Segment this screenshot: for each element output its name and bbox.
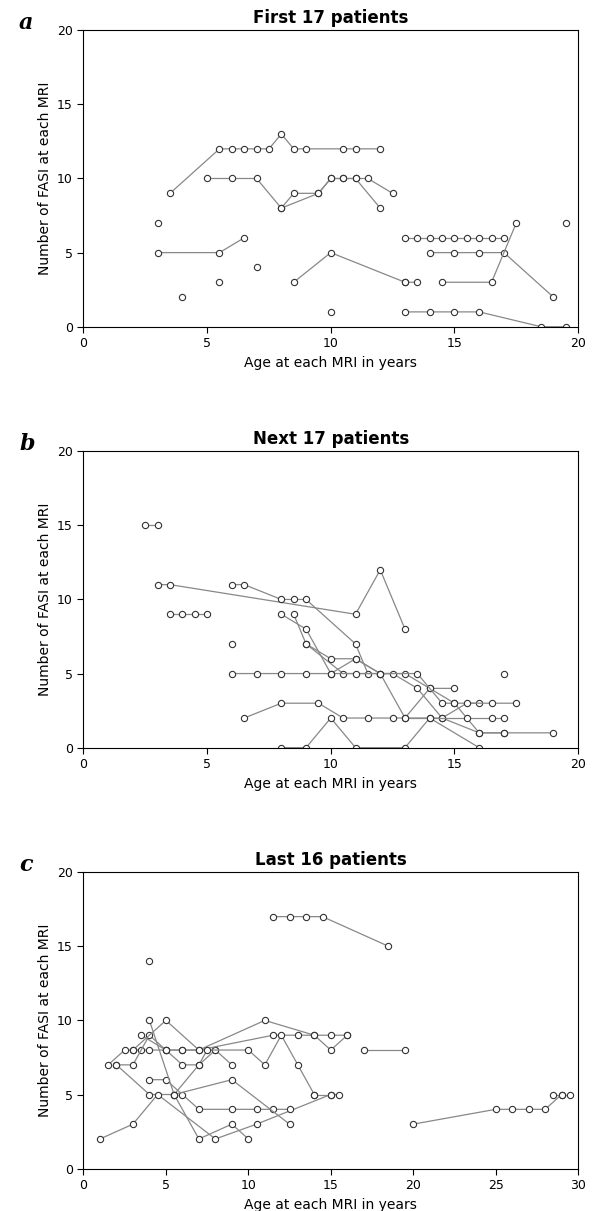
X-axis label: Age at each MRI in years: Age at each MRI in years: [244, 1198, 417, 1211]
Title: First 17 patients: First 17 patients: [253, 10, 408, 28]
Y-axis label: Number of FASI at each MRI: Number of FASI at each MRI: [38, 503, 52, 696]
Text: a: a: [19, 12, 33, 34]
Y-axis label: Number of FASI at each MRI: Number of FASI at each MRI: [38, 924, 52, 1117]
Title: Last 16 patients: Last 16 patients: [255, 851, 406, 869]
Title: Next 17 patients: Next 17 patients: [253, 430, 409, 448]
X-axis label: Age at each MRI in years: Age at each MRI in years: [244, 356, 417, 369]
Text: b: b: [19, 434, 35, 455]
X-axis label: Age at each MRI in years: Age at each MRI in years: [244, 776, 417, 791]
Text: c: c: [19, 855, 33, 877]
Y-axis label: Number of FASI at each MRI: Number of FASI at each MRI: [38, 82, 52, 275]
